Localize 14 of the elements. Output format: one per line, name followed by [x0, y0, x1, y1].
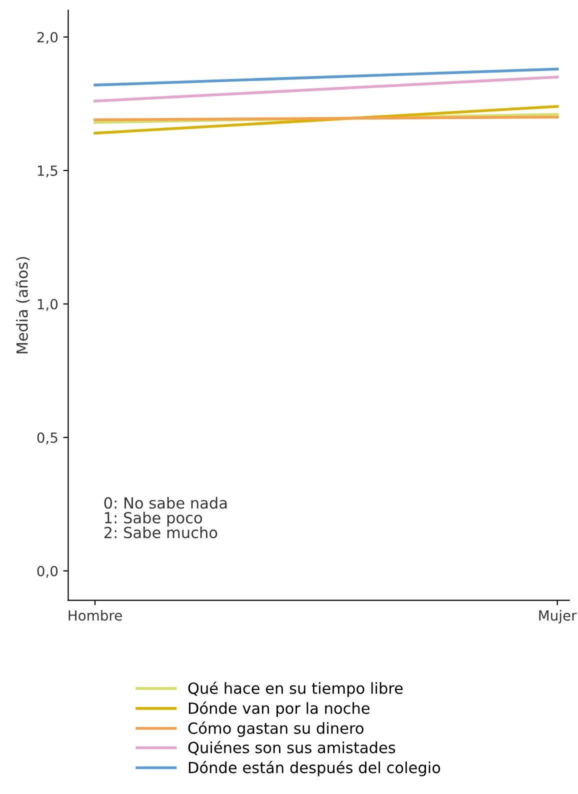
y-tick-label: 1,5	[38, 166, 58, 178]
y-tick-label: 0,0	[37, 566, 58, 578]
legend-label: Cómo gastan su dinero	[188, 722, 364, 737]
x-tick-label: Mujer	[539, 610, 577, 624]
legend-label: Qué hace en su tiempo libre	[188, 682, 403, 697]
legend-label: Quiénes son sus amistades	[188, 740, 396, 756]
legend-label: Dónde van por la noche	[188, 702, 370, 717]
y-tick-label: 1,0	[38, 298, 58, 311]
y-tick-label: 2,0	[37, 32, 58, 44]
y-tick-label: 0,5	[37, 432, 58, 444]
y-axis-title: Media (años)	[16, 257, 30, 354]
x-tick-label: Hombre	[68, 610, 122, 621]
annotation: 0: No sabe nada 1: Sabe poco 2: Sabe mucho	[104, 496, 227, 538]
legend-label: Dónde están después del colegio	[188, 760, 440, 776]
